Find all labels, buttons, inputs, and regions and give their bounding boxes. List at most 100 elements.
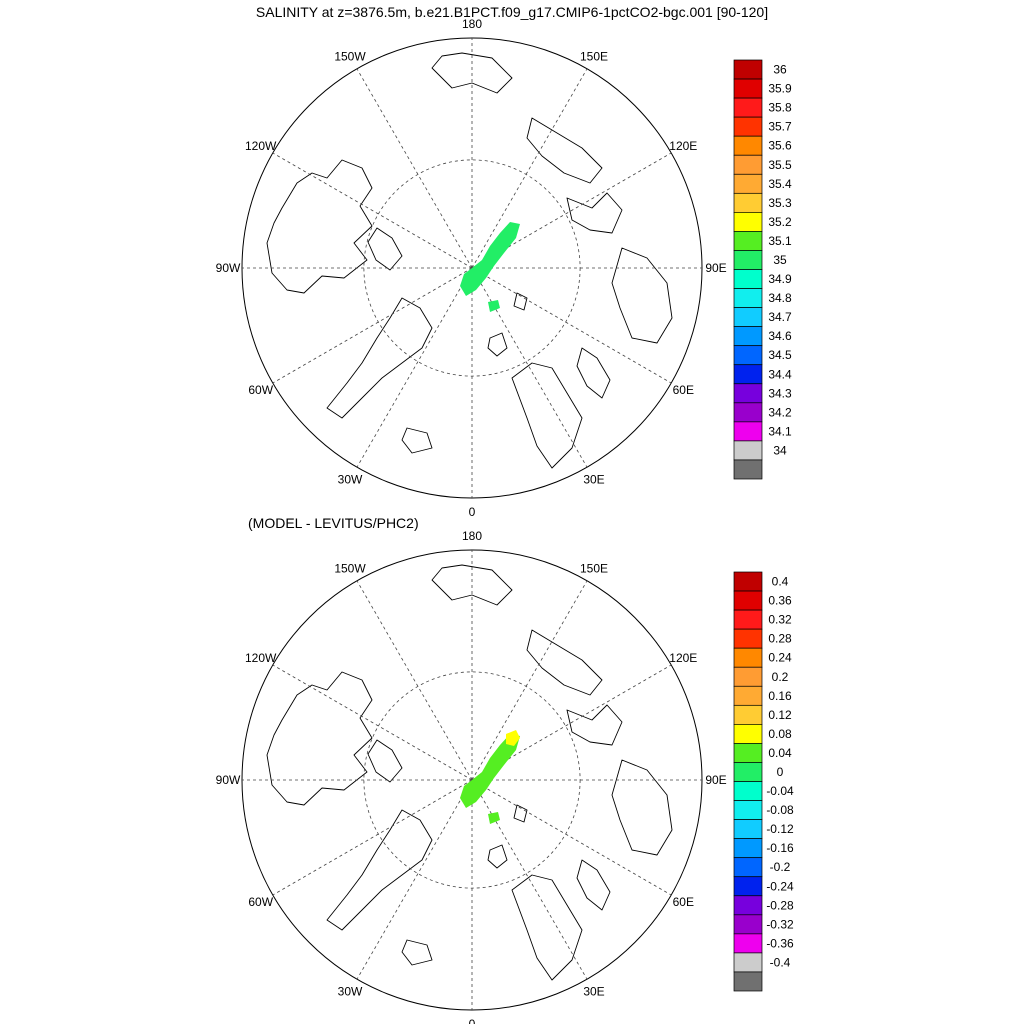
longitude-label: 90E bbox=[705, 261, 726, 275]
longitude-label: 30E bbox=[583, 984, 604, 998]
salinity-colorbar: 36 35.9 35.8 35.7 35.6 35.5 35.4 35.3 35.2 35.1 35… bbox=[733, 59, 792, 480]
colorbar-swatch bbox=[733, 116, 763, 137]
coastline bbox=[367, 739, 403, 783]
longitude-label: 150E bbox=[580, 562, 608, 576]
colorbar-swatch bbox=[733, 59, 763, 80]
coastline bbox=[401, 939, 433, 966]
coastline bbox=[511, 874, 583, 981]
coastline bbox=[526, 117, 603, 184]
shaded-region bbox=[488, 300, 500, 312]
meridian-line bbox=[356, 580, 473, 781]
coastline bbox=[611, 759, 673, 856]
colorbar-swatch bbox=[733, 288, 763, 308]
colorbar-swatch bbox=[733, 857, 763, 878]
colorbar-label: -0.24 bbox=[766, 879, 794, 893]
colorbar-label: 35.2 bbox=[768, 215, 792, 229]
meridian-line bbox=[471, 68, 588, 269]
colorbar-swatch bbox=[733, 952, 763, 973]
colorbar-label: 0.32 bbox=[768, 613, 792, 627]
colorbar-label: 35.9 bbox=[768, 82, 792, 96]
colorbar-swatch bbox=[733, 326, 763, 347]
panel-subtitle: (MODEL - LEVITUS/PHC2) bbox=[248, 515, 419, 531]
colorbar-swatch bbox=[733, 971, 763, 992]
longitude-label: 180 bbox=[462, 529, 482, 543]
colorbar-swatch bbox=[733, 307, 763, 327]
colorbar-label: 35.3 bbox=[768, 196, 792, 210]
coastline bbox=[431, 564, 513, 606]
coastline bbox=[487, 844, 508, 869]
colorbar-swatch bbox=[733, 933, 763, 954]
colorbar-swatch bbox=[733, 459, 763, 480]
colorbar-swatch bbox=[733, 97, 763, 118]
coastline bbox=[526, 629, 603, 696]
colorbar-swatch bbox=[733, 800, 763, 820]
coastline bbox=[326, 297, 433, 419]
colorbar-label: 35.8 bbox=[768, 101, 792, 115]
shaded-field bbox=[460, 730, 520, 824]
colorbar-swatch bbox=[733, 781, 763, 801]
colorbar-label: 0.4 bbox=[772, 575, 789, 589]
colorbar-label: 35.6 bbox=[768, 139, 792, 153]
coastline bbox=[367, 227, 403, 271]
meridian-line bbox=[272, 664, 473, 781]
colorbar-swatch bbox=[733, 192, 763, 213]
colorbar-label: 0.2 bbox=[772, 670, 789, 684]
colorbar-swatch bbox=[733, 666, 763, 687]
coastline bbox=[431, 52, 513, 94]
colorbar-swatch bbox=[733, 914, 763, 935]
colorbar-swatch bbox=[733, 628, 763, 649]
coastline bbox=[566, 192, 623, 234]
colorbar-swatch bbox=[733, 135, 763, 156]
longitude-label: 150W bbox=[334, 50, 366, 64]
meridian-line bbox=[471, 267, 672, 384]
colorbar-label: 35.1 bbox=[768, 234, 792, 248]
graticule bbox=[242, 38, 702, 498]
colorbar-swatch bbox=[733, 364, 763, 385]
colorbar-label: 0.36 bbox=[768, 594, 792, 608]
colorbar-label: 34 bbox=[773, 443, 787, 457]
colorbar-swatch bbox=[733, 269, 763, 289]
longitude-label: 0 bbox=[469, 1017, 476, 1024]
colorbar-label: 0 bbox=[777, 765, 784, 779]
longitude-label: 30W bbox=[338, 984, 363, 998]
longitude-label: 60W bbox=[248, 383, 273, 397]
colorbar-label: 36 bbox=[773, 63, 787, 77]
difference-colorbar: 0.4 0.36 0.32 0.28 0.24 0.2 0.16 0.12 0.08 0.04 0 -… bbox=[733, 571, 794, 992]
coastline bbox=[566, 704, 623, 746]
coastline bbox=[266, 671, 373, 806]
coastline bbox=[487, 332, 508, 357]
coastline bbox=[576, 859, 611, 911]
salinity-map-panel: 180 150E 120E 90E 60E 30E 0 30W 60W 90W 120W 150W bbox=[216, 17, 727, 519]
meridian-line bbox=[356, 779, 473, 980]
longitude-label: 150W bbox=[334, 562, 366, 576]
longitude-label: 180 bbox=[462, 17, 482, 31]
colorbar-swatch bbox=[733, 231, 763, 251]
longitude-label: 60E bbox=[673, 383, 694, 397]
coastline bbox=[266, 159, 373, 294]
colorbar-swatch bbox=[733, 212, 763, 232]
colorbar-label: -0.4 bbox=[770, 955, 791, 969]
colorbar-label: 0.24 bbox=[768, 651, 792, 665]
colorbar-swatch bbox=[733, 609, 763, 630]
longitude-label: 90W bbox=[216, 773, 241, 787]
colorbar-swatch bbox=[733, 345, 763, 366]
colorbar-swatch bbox=[733, 743, 763, 763]
coastline bbox=[513, 804, 528, 823]
colorbar-label: 35.5 bbox=[768, 158, 792, 172]
colorbar-label: -0.12 bbox=[766, 822, 794, 836]
graticule bbox=[242, 550, 702, 1010]
longitude-label: 120W bbox=[245, 651, 277, 665]
colorbar-label: -0.16 bbox=[766, 841, 794, 855]
colorbar-swatch bbox=[733, 78, 763, 99]
colorbar-label: 0.04 bbox=[768, 746, 792, 760]
meridian-line bbox=[356, 68, 473, 269]
meridian-line bbox=[272, 267, 473, 384]
colorbar-label: 0.12 bbox=[768, 708, 792, 722]
colorbar-label: 34.8 bbox=[768, 291, 792, 305]
coastline bbox=[611, 247, 673, 344]
colorbar-label: 0.28 bbox=[768, 632, 792, 646]
colorbar-swatch bbox=[733, 724, 763, 744]
colorbar-label: -0.08 bbox=[766, 803, 794, 817]
longitude-label: 30E bbox=[583, 472, 604, 486]
difference-map-panel: 180 150E 120E 90E 60E 30E 0 30W 60W 90W 120W 150W bbox=[216, 529, 727, 1024]
